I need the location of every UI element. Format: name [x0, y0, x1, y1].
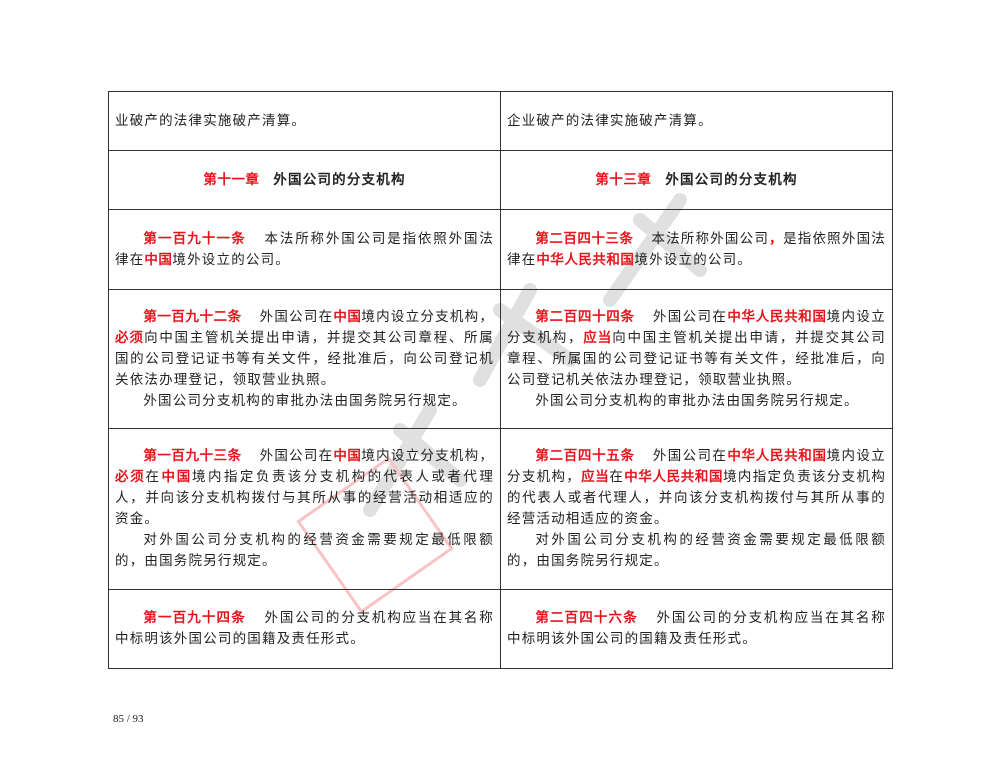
- article-row: 业破产的法律实施破产清算。 企业破产的法律实施破产清算。: [108, 91, 893, 151]
- body-text: 外国公司分支机构的审批办法由国务院另行规定。: [143, 392, 467, 409]
- body-text: 对外国公司分支机构的经营资金需要规定最低限额的，由国务院另行规定。: [507, 532, 886, 569]
- body-text: 境内设立分支机构，: [507, 448, 887, 485]
- body-text: 外国公司在: [652, 448, 728, 464]
- highlight-text: 中华人民共和国: [727, 308, 827, 325]
- old-law-cell: 第一百九十四条 外国公司的分支机构应当在其名称中标明该外国公司的国籍及责任形式。: [108, 589, 501, 669]
- article-number: 第一百九十二条: [143, 308, 242, 325]
- chapter-row: 第十一章 外国公司的分支机构 第十三章 外国公司的分支机构: [108, 150, 893, 210]
- article-number: 第二百四十三条: [535, 230, 634, 247]
- paragraph: 第一百九十二条 外国公司在中国境内设立分支机构， 必须向中国主管机关提出申请，并提交…: [115, 307, 494, 391]
- body-text: 境内指定负责该分支机构的代表人或者代理人，并向该分支机构拨付与其所从事的经营活动…: [507, 469, 887, 527]
- chapter-number: 第十三章: [595, 171, 652, 188]
- highlight-text: 应当: [581, 469, 610, 485]
- paragraph: 第二百四十四条 外国公司在中华人民共和国境内设立分支机构，应当向中国主管机关提出申…: [507, 307, 886, 391]
- paragraph: 外国公司分支机构的审批办法由国务院另行规定。: [115, 391, 494, 412]
- body-text: 本法所称外国公司是指依照外国法律在: [115, 230, 495, 268]
- paragraph: 企业破产的法律实施破产清算。: [507, 111, 886, 132]
- body-text: 外国公司在: [652, 308, 728, 325]
- article-number: 第二百四十五条: [535, 448, 635, 464]
- article-row: 第一百九十二条 外国公司在中国境内设立分支机构，必须向中国主管机关提出申请，并提交…: [108, 289, 893, 429]
- chapter-heading: 第十一章 外国公司的分支机构: [115, 170, 494, 191]
- article-number: 第二百四十六条: [535, 610, 638, 626]
- body-text: 业破产的法律实施破产清算。: [115, 112, 307, 129]
- page-number: 85 / 93: [113, 713, 144, 725]
- article-number: 第二百四十四条: [535, 308, 635, 325]
- article-row: 第一百九十一条 本法所称外国公司是指依照外国法律在中国境外设立的公司。 第二百四十三…: [108, 209, 893, 290]
- paragraph: 外国公司分支机构的审批办法由国务院另行规定。: [507, 391, 886, 412]
- new-law-cell: 第十三章 外国公司的分支机构: [500, 150, 893, 210]
- highlight-text: 中华人民共和国: [727, 448, 827, 464]
- old-law-cell: 第一百九十一条 本法所称外国公司是指依照外国法律在中国境外设立的公司。: [108, 209, 501, 290]
- new-law-cell: 第二百四十五条 外国公司在中华人民共和国境内设立分支机构，应当在中华人民共和国境内…: [500, 428, 893, 590]
- new-law-cell: 第二百四十三条 本法所称外国公司，是指依照外国法律在中华人民共和国境外设立的公司。: [500, 209, 893, 290]
- new-law-cell: 第二百四十六条 外国公司的分支机构应当在其名称中标明该外国公司的国籍及责任形式。: [500, 589, 893, 669]
- highlight-text: 中国: [333, 448, 362, 464]
- body-text: 外国公司在: [259, 308, 334, 325]
- comparison-table: 业破产的法律实施破产清算。 企业破产的法律实施破产清算。 第十一章 外国公司的分支机构…: [108, 91, 893, 669]
- body-text: 外国公司在: [259, 448, 334, 464]
- body-text: 境外设立的公司。: [172, 251, 291, 268]
- body-text: 在: [609, 469, 625, 485]
- chapter-heading: 第十三章 外国公司的分支机构: [507, 170, 886, 191]
- paragraph: 对外国公司分支机构的经营资金需要规定最低限额的，由国务院另行规定。: [115, 530, 494, 572]
- new-law-cell: 第二百四十四条 外国公司在中华人民共和国境内设立分支机构，应当向中国主管机关提出申…: [500, 289, 893, 429]
- new-law-cell: 企业破产的法律实施破产清算。: [500, 91, 893, 151]
- article-number: 第一百九十三条: [143, 448, 242, 464]
- article-row: 第一百九十三条 外国公司在中国境内设立分支机构，必须在中国境内指定负责该分支机构的…: [108, 428, 893, 590]
- body-text: 外国公司的分支机构: [665, 171, 798, 188]
- paragraph: 业破产的法律实施破产清算。: [115, 111, 494, 132]
- body-text: 境内指定负责该分支机构的代表人或者代理人，并向该分支机构拨付与其所从事的经营活动…: [115, 469, 495, 527]
- highlight-text: 中华人民共和国: [536, 251, 635, 268]
- body-text: 在: [145, 469, 162, 485]
- highlight-text: 应当: [583, 329, 613, 346]
- old-law-cell: 第十一章 外国公司的分支机构: [108, 150, 501, 210]
- highlight-text: ，: [769, 230, 784, 247]
- paragraph: 第二百四十三条 本法所称外国公司，是指依照外国法律在中华人民共和国境外设立的公司。: [507, 229, 886, 271]
- highlight-text: 中国: [161, 469, 193, 485]
- body-text: 外国公司的分支机构应当在其名称中标明该外国公司的国籍及责任形式。: [115, 610, 495, 647]
- body-text: 境内设立分支机构，: [361, 448, 495, 464]
- highlight-text: 必须: [115, 469, 146, 485]
- old-law-cell: 第一百九十二条 外国公司在中国境内设立分支机构， 必须向中国主管机关提出申请，并提交…: [108, 289, 501, 429]
- body-text: 向中国主管机关提出申请，并提交其公司章程、所属国的公司登记证书等有关文件，经批准…: [507, 329, 886, 388]
- highlight-text: 必须: [115, 329, 145, 346]
- article-row: 第一百九十四条 外国公司的分支机构应当在其名称中标明该外国公司的国籍及责任形式。第…: [108, 589, 893, 669]
- highlight-text: 中华人民共和国: [624, 469, 724, 485]
- body-text: 外国公司的分支机构: [273, 171, 406, 188]
- article-number: 第一百九十四条: [143, 610, 246, 626]
- paragraph: 第二百四十六条 外国公司的分支机构应当在其名称中标明该外国公司的国籍及责任形式。: [507, 608, 886, 650]
- body-text: 境内设立分支机构，: [361, 308, 495, 325]
- body-text: 企业破产的法律实施破产清算。: [507, 112, 713, 129]
- paragraph: 第一百九十三条 外国公司在中国境内设立分支机构，必须在中国境内指定负责该分支机构的…: [115, 446, 494, 530]
- body-text: 是指依照外国法律在: [507, 230, 886, 268]
- paragraph: 第一百九十一条 本法所称外国公司是指依照外国法律在中国境外设立的公司。: [115, 229, 494, 271]
- body-text: 境外设立的公司。: [634, 251, 753, 268]
- body-text: 外国公司的分支机构应当在其名称中标明该外国公司的国籍及责任形式。: [507, 610, 887, 647]
- article-number: 第一百九十一条: [143, 230, 246, 247]
- body-text: 对外国公司分支机构的经营资金需要规定最低限额的，由国务院另行规定。: [115, 532, 494, 569]
- highlight-text: 中国: [333, 308, 362, 325]
- body-text: 向中国主管机关提出申请，并提交其公司章程、所属国的公司登记证书等有关文件，经批准…: [115, 329, 494, 388]
- body-text: 境内设立分支机构，: [507, 308, 887, 346]
- highlight-text: 中国: [144, 251, 173, 268]
- body-text: 外国公司分支机构的审批办法由国务院另行规定。: [535, 392, 859, 409]
- paragraph: 第一百九十四条 外国公司的分支机构应当在其名称中标明该外国公司的国籍及责任形式。: [115, 608, 494, 650]
- body-text: 本法所称外国公司: [651, 230, 770, 247]
- old-law-cell: 业破产的法律实施破产清算。: [108, 91, 501, 151]
- old-law-cell: 第一百九十三条 外国公司在中国境内设立分支机构，必须在中国境内指定负责该分支机构的…: [108, 428, 501, 590]
- chapter-number: 第十一章: [203, 171, 260, 188]
- paragraph: 对外国公司分支机构的经营资金需要规定最低限额的，由国务院另行规定。: [507, 530, 886, 572]
- paragraph: 第二百四十五条 外国公司在中华人民共和国境内设立分支机构，应当在中华人民共和国境内…: [507, 446, 886, 530]
